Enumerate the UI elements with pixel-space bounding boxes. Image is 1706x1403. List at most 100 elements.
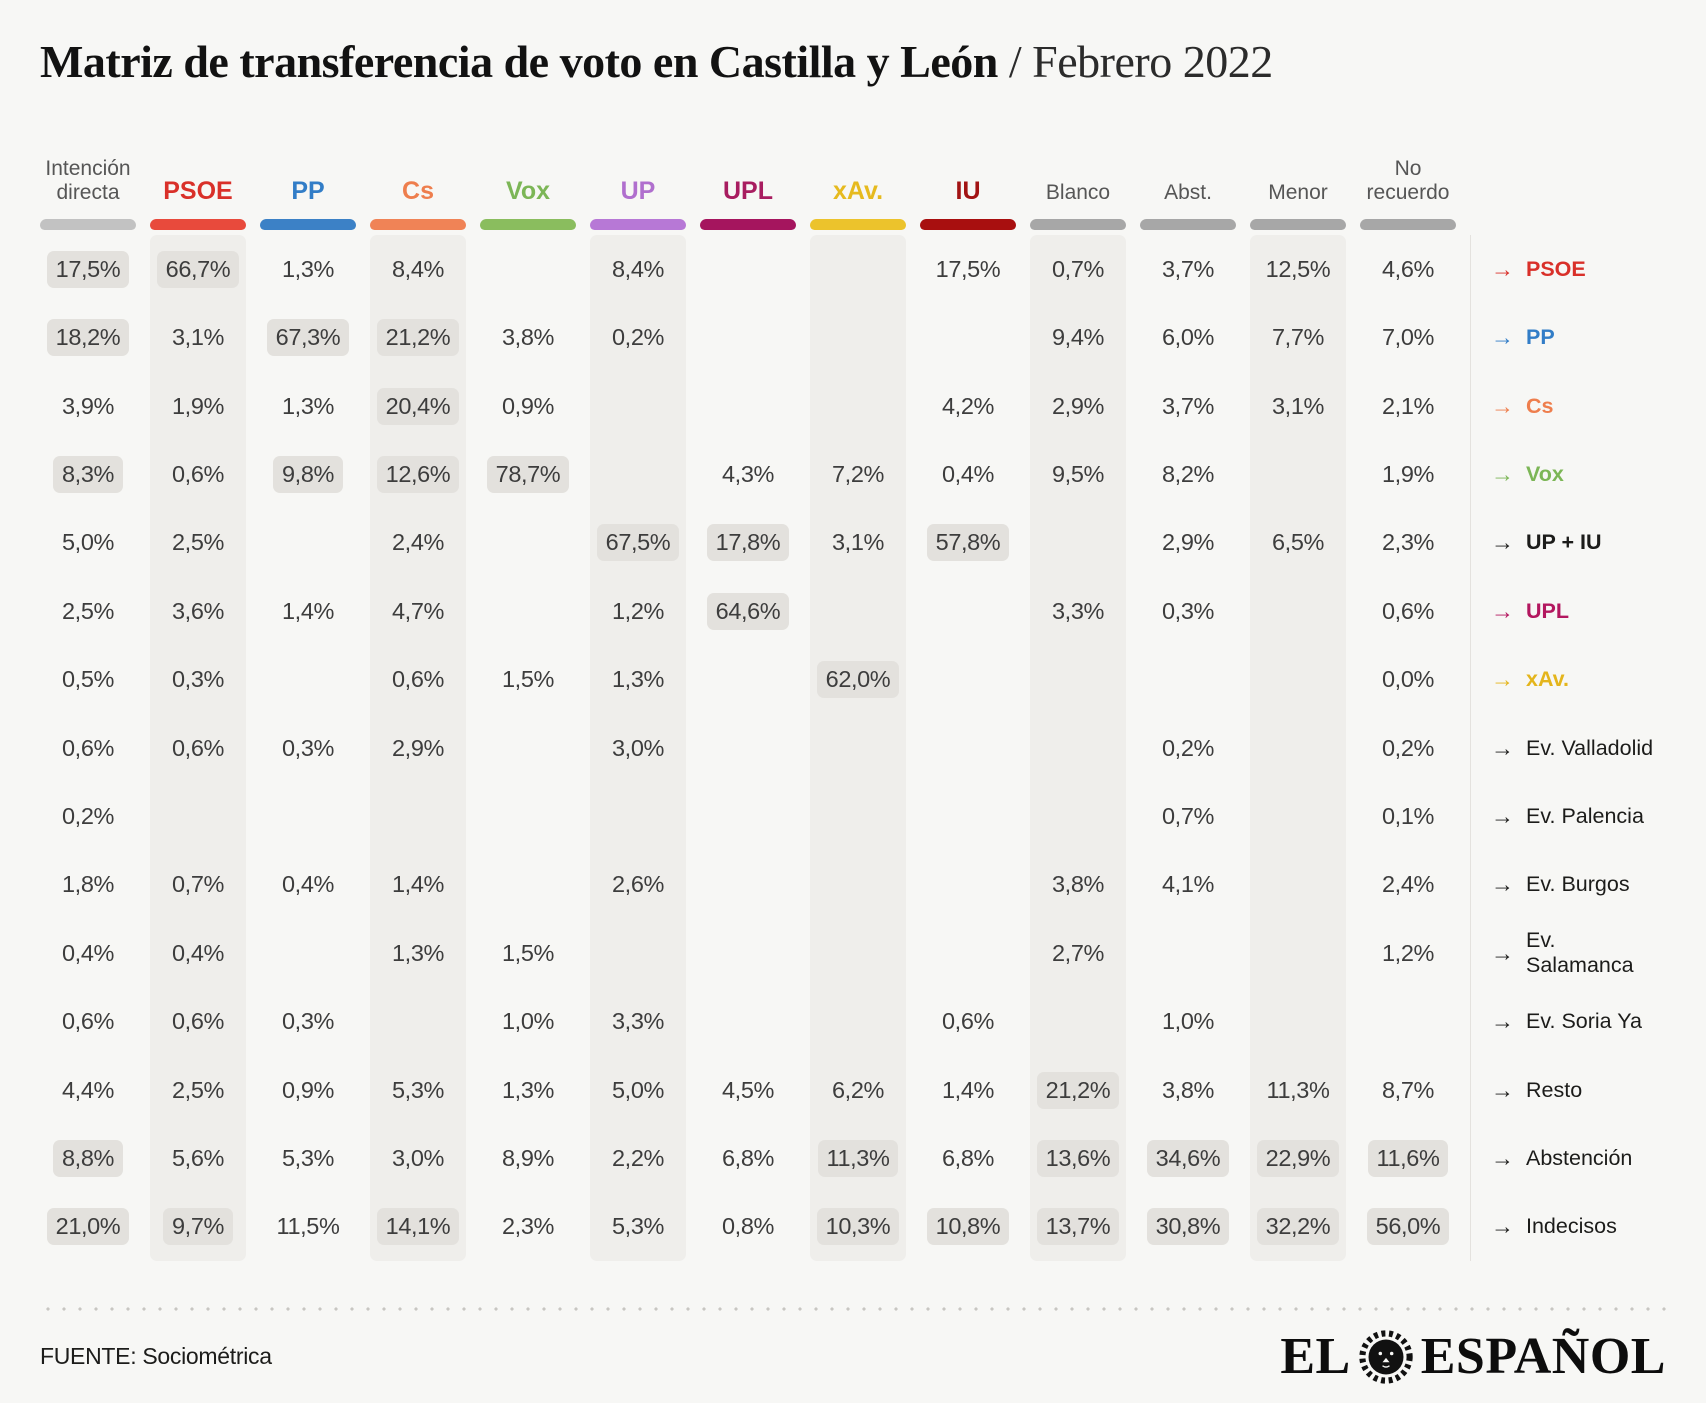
cell-value: 2,5% — [172, 529, 224, 556]
row-label-xav: → xAv. — [1491, 646, 1666, 714]
cell-value: 1,9% — [172, 392, 224, 419]
matrix-cell-xav-menor — [1250, 646, 1346, 714]
matrix-cell-pp-upl — [700, 304, 796, 372]
column-blanco: Blanco 0,7% 9,4% 2,9% 9,5% 3,3% 3,8% 2,7% 21,2% 1… — [1030, 127, 1126, 1262]
cell-value: 3,9% — [62, 392, 114, 419]
cell-value: 1,3% — [612, 666, 664, 693]
matrix-cell-pp-intencion-directa: 18,2% — [40, 304, 136, 372]
cell-value: 1,5% — [502, 939, 554, 966]
matrix-cell-pp-no-recuerdo: 7,0% — [1360, 304, 1456, 372]
cell-value: 17,8% — [706, 524, 790, 562]
page-title-period: / Febrero 2022 — [997, 36, 1273, 87]
cell-value: 1,5% — [502, 666, 554, 693]
matrix-cell-cs-no-recuerdo: 2,1% — [1360, 372, 1456, 440]
matrix-cell-up-iu-upl: 17,8% — [700, 509, 796, 577]
cell-value: 2,4% — [1382, 871, 1434, 898]
matrix-cell-ev-soria-ya-up: 3,3% — [590, 987, 686, 1055]
arrow-right-icon: → — [1491, 461, 1514, 488]
matrix-cell-xav-intencion-directa: 0,5% — [40, 646, 136, 714]
cell-value: 0,6% — [62, 1008, 114, 1035]
matrix-cell-cs-pp: 1,3% — [260, 372, 356, 440]
arrow-right-icon: → — [1491, 871, 1514, 898]
matrix-cell-cs-menor: 3,1% — [1250, 372, 1346, 440]
matrix-cell-cs-psoe: 1,9% — [150, 372, 246, 440]
cell-value: 4,6% — [1382, 255, 1434, 282]
cell-value: 8,3% — [53, 456, 123, 494]
matrix-cell-ev-valladolid-no-recuerdo: 0,2% — [1360, 714, 1456, 782]
matrix-cell-resto-up: 5,0% — [590, 1056, 686, 1124]
matrix-cell-ev-burgos-blanco: 3,8% — [1030, 851, 1126, 919]
cell-value: 11,3% — [817, 1139, 899, 1177]
dotted-separator — [40, 1307, 1666, 1312]
matrix-cell-pp-xav — [810, 304, 906, 372]
matrix-cell-ev-palencia-psoe — [150, 782, 246, 850]
cell-value: 5,3% — [282, 1144, 334, 1171]
matrix-cell-ev-soria-ya-vox: 1,0% — [480, 987, 576, 1055]
cell-value: 6,2% — [832, 1076, 884, 1103]
cell-value: 5,3% — [392, 1076, 444, 1103]
matrix-cell-up-iu-cs: 2,4% — [370, 509, 466, 577]
matrix-cell-ev-palencia-cs — [370, 782, 466, 850]
matrix-cell-up-iu-pp — [260, 509, 356, 577]
column-body-psoe: 66,7% 3,1% 1,9% 0,6% 2,5% 3,6% 0,3% 0,6% 0,7% 0,4… — [150, 235, 246, 1262]
matrix-cell-upl-menor — [1250, 577, 1346, 645]
matrix-cell-cs-cs: 20,4% — [370, 372, 466, 440]
matrix-cell-ev-palencia-upl — [700, 782, 796, 850]
matrix-cell-ev-salamanca-blanco: 2,7% — [1030, 919, 1126, 987]
cell-value: 7,7% — [1272, 324, 1324, 351]
matrix-cell-upl-no-recuerdo: 0,6% — [1360, 577, 1456, 645]
matrix-cell-ev-soria-ya-abst: 1,0% — [1140, 987, 1236, 1055]
row-label-text: Vox — [1526, 462, 1564, 487]
column-body-upl: 4,3% 17,8% 64,6% 4,5% 6,8% 0,8% — [700, 235, 796, 1261]
matrix-cell-ev-salamanca-up — [590, 919, 686, 987]
cell-value: 2,9% — [392, 734, 444, 761]
column-bar-abst — [1140, 219, 1236, 231]
matrix-cell-pp-vox: 3,8% — [480, 304, 576, 372]
cell-value: 0,3% — [282, 1008, 334, 1035]
matrix-cell-indecisos-upl: 0,8% — [700, 1193, 796, 1261]
column-vox: Vox 3,8% 0,9% 78,7% 1,5% 1,5% 1,0% 1,3% 8,9% 2,3% — [480, 127, 576, 1261]
cell-value: 0,7% — [1052, 255, 1104, 282]
cell-value: 2,5% — [62, 597, 114, 624]
cell-value: 2,9% — [1162, 529, 1214, 556]
matrix-cell-psoe-vox — [480, 235, 576, 303]
matrix-cell-cs-vox: 0,9% — [480, 372, 576, 440]
row-label-text: UP + IU — [1526, 530, 1602, 555]
matrix-cell-ev-palencia-up — [590, 782, 686, 850]
matrix-cell-ev-valladolid-iu — [920, 714, 1016, 782]
matrix-cell-vox-psoe: 0,6% — [150, 440, 246, 508]
column-body-menor: 12,5% 7,7% 3,1% 6,5% 11,3% 22,9% 32,2% — [1250, 235, 1346, 1262]
arrow-right-icon: → — [1491, 1008, 1514, 1035]
column-header-abst: Abst. — [1164, 181, 1212, 205]
matrix-cell-upl-xav — [810, 577, 906, 645]
column-bar-menor — [1250, 219, 1346, 231]
matrix-cell-ev-valladolid-vox — [480, 714, 576, 782]
matrix-cell-indecisos-iu: 10,8% — [920, 1193, 1016, 1261]
cell-value: 1,3% — [282, 255, 334, 282]
cell-value: 7,2% — [832, 461, 884, 488]
matrix-cell-indecisos-psoe: 9,7% — [150, 1193, 246, 1261]
matrix-cell-ev-valladolid-pp: 0,3% — [260, 714, 356, 782]
row-labels: → PSOE → PP → Cs → Vox → UP + IU → UPL → xAv. → Ev. Val… — [1470, 235, 1666, 1262]
matrix-cell-pp-psoe: 3,1% — [150, 304, 246, 372]
matrix-cell-pp-iu — [920, 304, 1016, 372]
cell-value: 0,6% — [1382, 597, 1434, 624]
cell-value: 21,2% — [376, 319, 460, 357]
matrix-cell-ev-valladolid-abst: 0,2% — [1140, 714, 1236, 782]
cell-value: 8,9% — [502, 1144, 554, 1171]
column-body-iu: 17,5% 4,2% 0,4% 57,8% 0,6% 1,4% 6,8% 10,8% — [920, 235, 1016, 1261]
cell-value: 1,3% — [392, 939, 444, 966]
matrix-cell-xav-upl — [700, 646, 796, 714]
brand-logo: EL ESPAÑOL — [1280, 1327, 1666, 1386]
matrix-cell-resto-blanco: 21,2% — [1030, 1056, 1126, 1124]
matrix-cell-ev-soria-ya-upl — [700, 987, 796, 1055]
column-body-vox: 3,8% 0,9% 78,7% 1,5% 1,5% 1,0% 1,3% 8,9% 2,3% — [480, 235, 576, 1261]
matrix-cell-vox-no-recuerdo: 1,9% — [1360, 440, 1456, 508]
cell-value: 9,4% — [1052, 324, 1104, 351]
matrix-cell-ev-palencia-iu — [920, 782, 1016, 850]
matrix-cell-psoe-abst: 3,7% — [1140, 235, 1236, 303]
matrix-cell-resto-pp: 0,9% — [260, 1056, 356, 1124]
row-label-text: PSOE — [1526, 256, 1586, 281]
matrix-cell-vox-iu: 0,4% — [920, 440, 1016, 508]
matrix-cell-ev-burgos-cs: 1,4% — [370, 851, 466, 919]
